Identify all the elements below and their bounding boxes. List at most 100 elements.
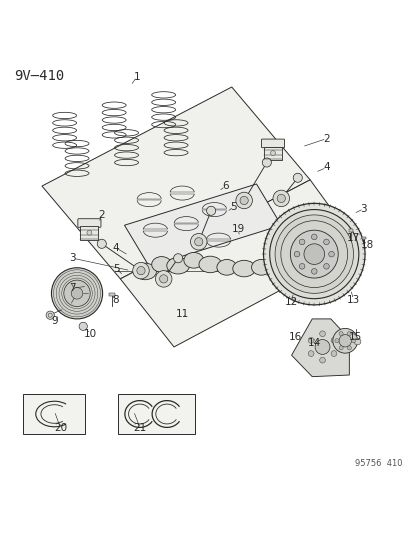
- Circle shape: [290, 230, 337, 278]
- Bar: [118, 394, 194, 434]
- Polygon shape: [42, 87, 309, 279]
- Bar: [263, 147, 281, 160]
- Text: 17: 17: [346, 232, 359, 243]
- Circle shape: [190, 233, 206, 250]
- Text: 3: 3: [69, 253, 76, 263]
- Text: 6: 6: [222, 181, 228, 191]
- Circle shape: [240, 196, 248, 205]
- Text: 19: 19: [231, 224, 244, 235]
- Circle shape: [206, 206, 215, 215]
- Circle shape: [347, 346, 351, 350]
- Circle shape: [276, 195, 285, 203]
- Circle shape: [137, 266, 145, 274]
- Circle shape: [235, 192, 252, 209]
- Text: 2: 2: [98, 210, 105, 220]
- Bar: [348, 229, 352, 232]
- Circle shape: [159, 274, 167, 283]
- Ellipse shape: [133, 263, 156, 280]
- Circle shape: [292, 173, 301, 182]
- Circle shape: [332, 328, 357, 353]
- Circle shape: [311, 234, 316, 240]
- Circle shape: [79, 322, 87, 330]
- Circle shape: [334, 338, 338, 343]
- Text: 8: 8: [112, 295, 119, 305]
- Circle shape: [307, 337, 313, 343]
- Circle shape: [87, 230, 92, 235]
- Circle shape: [274, 215, 353, 293]
- Circle shape: [280, 221, 347, 287]
- Text: 5: 5: [230, 201, 237, 212]
- Text: 5: 5: [113, 263, 119, 273]
- Circle shape: [194, 238, 202, 246]
- Circle shape: [328, 252, 334, 257]
- Text: 20: 20: [54, 423, 67, 433]
- Circle shape: [133, 262, 149, 279]
- Text: 9V–410: 9V–410: [14, 69, 64, 83]
- Circle shape: [330, 337, 336, 343]
- Ellipse shape: [199, 256, 221, 273]
- Text: 9: 9: [51, 316, 57, 326]
- Circle shape: [319, 357, 325, 363]
- Text: 13: 13: [346, 295, 359, 304]
- Circle shape: [173, 254, 182, 263]
- Text: 15: 15: [348, 333, 361, 343]
- Text: 16: 16: [288, 333, 301, 343]
- FancyBboxPatch shape: [261, 139, 284, 148]
- Text: 4: 4: [113, 243, 119, 253]
- FancyBboxPatch shape: [78, 219, 101, 227]
- Circle shape: [323, 239, 328, 245]
- Circle shape: [338, 346, 342, 350]
- Circle shape: [262, 158, 271, 167]
- Circle shape: [351, 338, 355, 343]
- Text: 1: 1: [133, 72, 140, 82]
- Polygon shape: [120, 180, 359, 347]
- Circle shape: [323, 263, 328, 269]
- Text: 14: 14: [307, 338, 320, 348]
- Circle shape: [299, 263, 304, 269]
- Circle shape: [272, 190, 289, 207]
- Circle shape: [71, 287, 83, 299]
- Text: 10: 10: [84, 329, 97, 339]
- Ellipse shape: [183, 253, 203, 268]
- Circle shape: [51, 268, 102, 319]
- Polygon shape: [124, 184, 280, 266]
- Text: 21: 21: [133, 423, 147, 433]
- Ellipse shape: [232, 260, 255, 277]
- Circle shape: [299, 239, 304, 245]
- Circle shape: [155, 271, 171, 287]
- Text: 11: 11: [175, 309, 188, 319]
- Ellipse shape: [216, 260, 236, 275]
- Polygon shape: [291, 319, 349, 377]
- Text: 3: 3: [360, 204, 366, 214]
- Circle shape: [263, 204, 364, 305]
- Ellipse shape: [151, 256, 171, 272]
- Circle shape: [311, 269, 316, 274]
- Circle shape: [338, 332, 342, 336]
- Bar: [23, 394, 85, 434]
- Circle shape: [269, 209, 358, 298]
- Circle shape: [97, 239, 106, 248]
- Bar: [109, 293, 115, 296]
- Text: 18: 18: [360, 240, 373, 250]
- Circle shape: [46, 311, 54, 319]
- Circle shape: [270, 150, 275, 156]
- Circle shape: [294, 252, 299, 257]
- Circle shape: [303, 244, 324, 264]
- Bar: [80, 227, 98, 240]
- Text: 95756  410: 95756 410: [355, 459, 402, 468]
- Circle shape: [307, 351, 313, 357]
- Text: 12: 12: [284, 296, 297, 306]
- Circle shape: [319, 331, 325, 337]
- Circle shape: [347, 332, 351, 336]
- Circle shape: [354, 338, 360, 345]
- Ellipse shape: [166, 257, 189, 274]
- Text: 4: 4: [323, 163, 329, 173]
- Text: 2: 2: [323, 134, 329, 143]
- Circle shape: [64, 280, 90, 306]
- Circle shape: [314, 340, 329, 354]
- Text: 7: 7: [69, 283, 76, 293]
- Bar: [361, 237, 365, 239]
- Circle shape: [338, 335, 351, 347]
- Ellipse shape: [251, 260, 271, 275]
- Ellipse shape: [266, 262, 289, 279]
